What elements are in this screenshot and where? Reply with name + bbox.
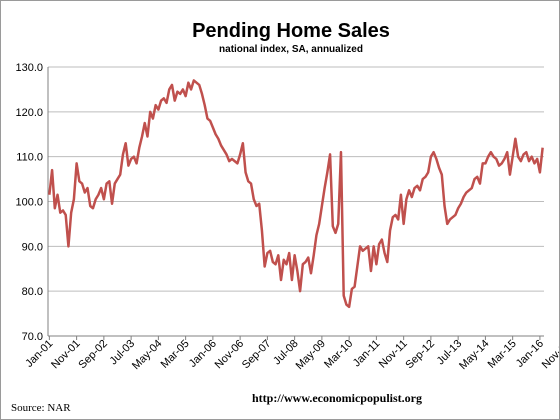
y-tick-label: 120.0 — [15, 107, 43, 119]
x-tick-label: Jan-11 — [351, 338, 383, 370]
x-tick-label: May-09 — [294, 338, 328, 372]
x-axis-ticks: Jan-01Nov-01Sep-02Jul-03May-04Mar-05Jan-… — [23, 336, 559, 372]
gridlines — [47, 66, 544, 337]
x-tick-label: May-14 — [457, 338, 491, 372]
x-tick-label: Sep-02 — [76, 338, 110, 372]
x-tick-label: May-04 — [130, 338, 164, 372]
x-tick-label: Sep-12 — [403, 338, 437, 372]
x-tick-label: Mar-15 — [486, 338, 519, 371]
x-tick-label: Nov-01 — [49, 338, 83, 372]
url-label: http://www.economicpopulist.org — [252, 391, 422, 405]
x-tick-label: Nov-16 — [540, 338, 559, 372]
y-tick-label: 110.0 — [16, 152, 43, 164]
x-tick-label: Mar-05 — [159, 338, 192, 371]
y-tick-label: 130.0 — [15, 62, 43, 74]
chart-subtitle: national index, SA, annualized — [219, 44, 363, 55]
x-tick-label: Nov-06 — [213, 338, 247, 372]
y-tick-label: 80.0 — [22, 286, 43, 298]
x-tick-label: Nov-11 — [377, 338, 410, 371]
y-tick-label: 90.0 — [22, 241, 43, 253]
x-tick-label: Sep-07 — [240, 338, 274, 372]
source-label: Source: NAR — [11, 402, 71, 414]
series-line — [48, 79, 544, 309]
y-tick-label: 100.0 — [15, 197, 43, 209]
chart-title: Pending Home Sales — [192, 20, 390, 42]
x-tick-label: Mar-10 — [322, 338, 355, 371]
y-axis-ticks: 70.0 80.0 90.0 100.0 110.0 120.0 130.0 — [15, 62, 43, 343]
y-tick-label: 70.0 — [22, 331, 43, 343]
